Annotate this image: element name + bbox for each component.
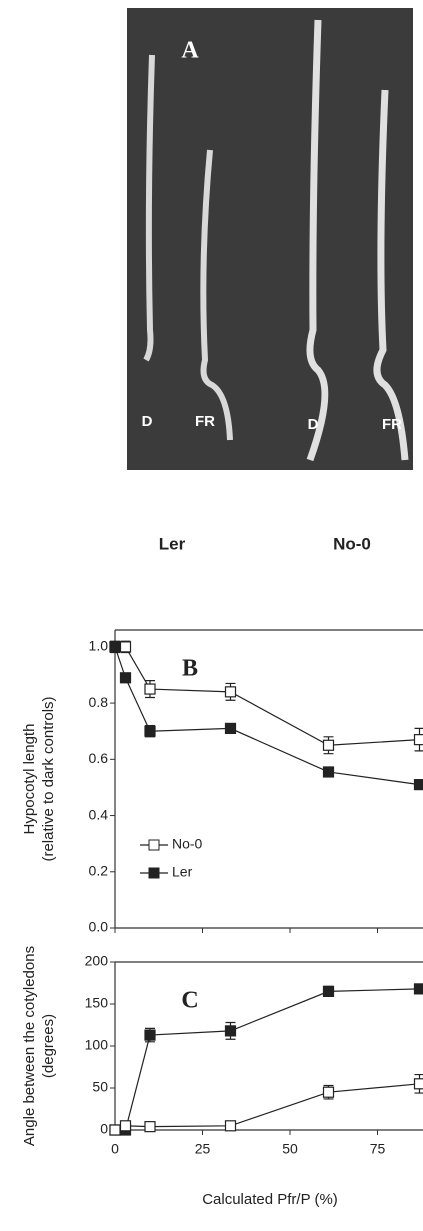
series-line <box>114 1083 420 1131</box>
marker <box>224 1025 237 1037</box>
y-axis-title: (relative to dark controls) <box>40 696 57 861</box>
legend-label: Ler <box>172 864 193 880</box>
seedling <box>143 54 155 362</box>
y-axis-title: Hypocotyl length <box>21 724 38 835</box>
y-tick-label: 0.4 <box>89 806 109 822</box>
seedling <box>200 149 233 441</box>
y-tick-label: 0.6 <box>89 750 109 766</box>
marker <box>413 779 423 791</box>
x-tick-label: 75 <box>370 1141 386 1157</box>
marker <box>322 739 335 751</box>
genotype-label: No-0 <box>333 534 371 553</box>
y-tick-label: 150 <box>85 995 109 1011</box>
x-tick-label: 25 <box>195 1141 211 1157</box>
marker <box>224 686 237 698</box>
seedling-label: D <box>308 416 319 433</box>
y-tick-label: 0.8 <box>89 694 109 710</box>
y-tick-label: 0 <box>100 1121 108 1137</box>
marker <box>119 1120 132 1132</box>
panel-label: A <box>181 38 199 64</box>
y-axis-title: Angle between the cotyledons <box>21 946 38 1146</box>
x-tick-label: 0 <box>111 1141 119 1157</box>
y-tick-label: 100 <box>85 1037 109 1053</box>
marker <box>224 722 237 734</box>
marker <box>413 983 423 995</box>
seedling-label: D <box>142 413 153 430</box>
x-axis-title: Calculated Pfr/P (%) <box>202 1191 338 1208</box>
marker <box>322 1086 335 1098</box>
marker <box>109 1124 121 1136</box>
marker <box>109 641 121 653</box>
x-tick-label: 50 <box>282 1141 298 1157</box>
panel-label: C <box>181 988 198 1014</box>
marker <box>144 1121 156 1133</box>
seedling <box>373 89 409 461</box>
seedling-label: FR <box>382 416 402 433</box>
marker <box>413 734 423 746</box>
legend-marker <box>148 867 160 879</box>
marker <box>119 672 132 684</box>
y-tick-label: 50 <box>92 1079 108 1095</box>
photo <box>127 8 413 470</box>
seedling <box>306 19 329 462</box>
series-line <box>114 646 420 786</box>
y-tick-label: 200 <box>85 953 109 969</box>
marker <box>224 1120 237 1132</box>
legend-marker <box>148 839 160 851</box>
marker <box>119 641 132 653</box>
photo-panel: A D FR D FR Ler No-0 <box>127 8 413 553</box>
marker <box>144 1029 156 1041</box>
genotype-label: Ler <box>159 534 186 553</box>
marker <box>144 725 156 737</box>
y-tick-label: 0.0 <box>89 919 109 935</box>
marker <box>322 766 335 778</box>
legend-label: No-0 <box>172 836 203 852</box>
marker <box>144 683 156 695</box>
marker <box>322 985 335 998</box>
y-tick-label: 0.2 <box>89 862 109 878</box>
seedling-label: FR <box>195 413 215 430</box>
y-axis-title: (degrees) <box>40 1014 57 1078</box>
series-line <box>115 988 420 1131</box>
marker <box>413 1078 423 1090</box>
panel-label: B <box>182 656 198 682</box>
y-tick-label: 1.0 <box>89 638 109 654</box>
